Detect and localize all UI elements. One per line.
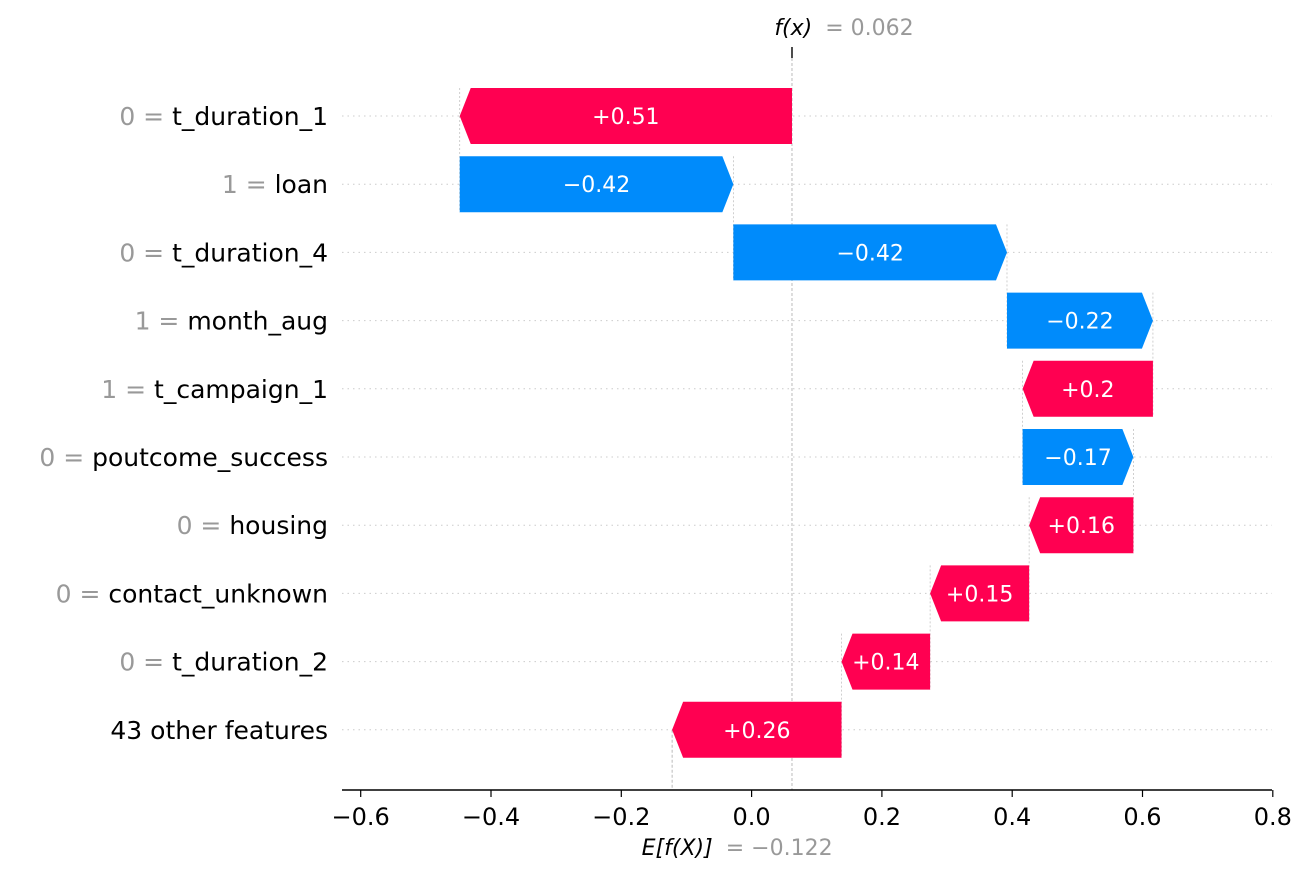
bar-value-label: +0.2 bbox=[1061, 378, 1114, 403]
feature-value: 0 = bbox=[119, 102, 172, 131]
feature-name: t_campaign_1 bbox=[154, 375, 328, 404]
feature-name: t_duration_1 bbox=[172, 102, 328, 131]
bar-value-label: −0.42 bbox=[563, 173, 630, 198]
fx-value: = 0.062 bbox=[825, 16, 913, 41]
annotations: f(x) = 0.062 E[f(X)] = −0.122 bbox=[642, 16, 914, 861]
feature-label: 0 = poutcome_success bbox=[39, 443, 328, 472]
feature-value: 1 = bbox=[222, 170, 275, 199]
feature-name: 43 other features bbox=[110, 716, 328, 745]
x-tick-label: 0.6 bbox=[1123, 803, 1161, 831]
feature-labels: 0 = t_duration_1 1 = loan 0 = t_duration_4… bbox=[39, 102, 328, 745]
feature-name: t_duration_2 bbox=[172, 648, 328, 677]
contribution-bar bbox=[1022, 429, 1134, 485]
efx-label: E[f(X)] bbox=[642, 836, 713, 861]
contribution-bar bbox=[459, 88, 792, 144]
contribution-bar bbox=[1006, 292, 1153, 349]
feature-label: 1 = t_campaign_1 bbox=[101, 375, 328, 404]
feature-label: 0 = t_duration_1 bbox=[119, 102, 328, 131]
contribution-bar bbox=[733, 224, 1007, 281]
feature-name: month_aug bbox=[187, 307, 328, 336]
feature-label: 0 = t_duration_4 bbox=[119, 238, 328, 267]
bar-value-label: −0.17 bbox=[1044, 446, 1111, 471]
x-axis: −0.6 −0.4 −0.2 0.0 0.2 0.4 0.6 0.8 bbox=[332, 789, 1292, 831]
feature-name: loan bbox=[275, 170, 328, 199]
x-tick-label: −0.4 bbox=[462, 803, 520, 831]
contribution-bar bbox=[672, 701, 842, 758]
bar-value-label: +0.26 bbox=[723, 719, 790, 744]
bar-value-label: −0.22 bbox=[1046, 310, 1113, 335]
feature-value: 1 = bbox=[101, 375, 154, 404]
feature-label: 1 = loan bbox=[222, 170, 328, 199]
x-tick-label: 0.2 bbox=[863, 803, 901, 831]
contribution-bar bbox=[1029, 497, 1134, 554]
efx-annotation: E[f(X)] = −0.122 bbox=[642, 836, 833, 861]
feature-name: housing bbox=[229, 511, 328, 540]
bar-value-label: +0.16 bbox=[1048, 514, 1115, 539]
contribution-bar bbox=[930, 565, 1030, 622]
fx-label: f(x) bbox=[774, 16, 812, 41]
feature-label: 1 = month_aug bbox=[135, 307, 328, 336]
bar-value-label: +0.51 bbox=[592, 105, 659, 130]
x-tick-label: −0.2 bbox=[592, 803, 650, 831]
bar-value-label: +0.15 bbox=[946, 582, 1013, 607]
feature-value: 0 = bbox=[39, 443, 92, 472]
x-tick-label: 0.4 bbox=[993, 803, 1031, 831]
feature-value: 1 = bbox=[135, 307, 188, 336]
x-tick-label: 0.8 bbox=[1254, 803, 1292, 831]
contribution-bar bbox=[841, 633, 931, 690]
feature-label: 0 = t_duration_2 bbox=[119, 648, 328, 677]
feature-name: contact_unknown bbox=[108, 579, 328, 608]
efx-value: = −0.122 bbox=[726, 836, 833, 861]
feature-value: 0 = bbox=[119, 238, 172, 267]
feature-name: poutcome_success bbox=[92, 443, 328, 472]
contribution-bar bbox=[1022, 360, 1153, 417]
feature-label: 0 = contact_unknown bbox=[56, 579, 328, 608]
reference-lines bbox=[459, 58, 1154, 790]
feature-value: 0 = bbox=[177, 511, 230, 540]
contribution-bar bbox=[459, 156, 734, 213]
feature-value: 0 = bbox=[119, 648, 172, 677]
feature-name: t_duration_4 bbox=[172, 238, 328, 267]
feature-label: 43 other features bbox=[110, 716, 328, 745]
feature-label: 0 = housing bbox=[177, 511, 328, 540]
contribution-bars: +0.51 −0.42 −0.42 −0.22 +0.2 −0.17 +0.16 +0.15 +… bbox=[459, 88, 1153, 758]
fx-annotation: f(x) = 0.062 bbox=[774, 16, 913, 41]
feature-value: 0 = bbox=[56, 579, 109, 608]
bar-value-label: −0.42 bbox=[836, 241, 903, 266]
x-tick-label: 0.0 bbox=[733, 803, 771, 831]
x-tick-label: −0.6 bbox=[332, 803, 390, 831]
bar-value-label: +0.14 bbox=[852, 651, 919, 676]
